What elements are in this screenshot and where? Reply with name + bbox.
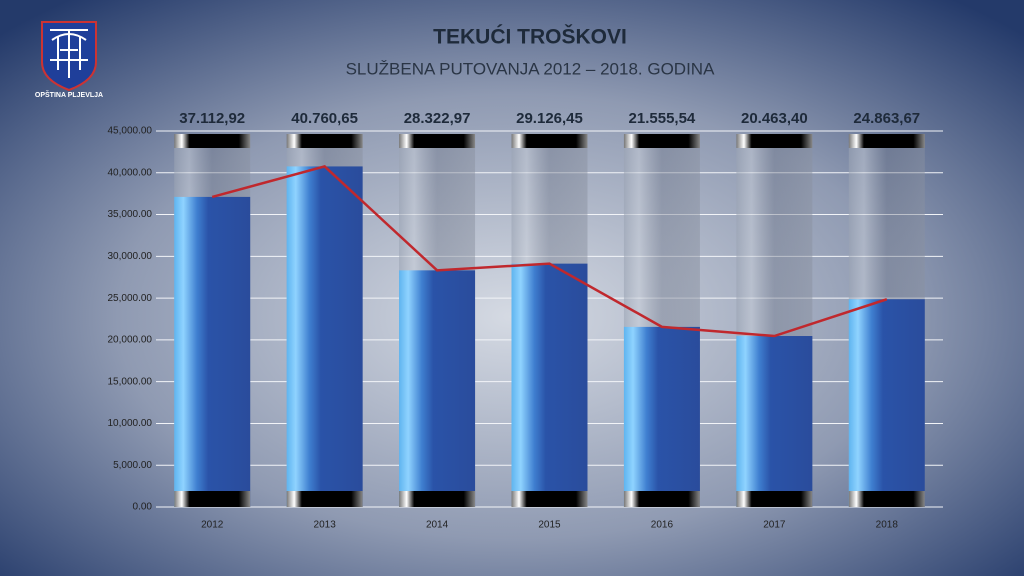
bar-cap-bottom [174,491,251,507]
value-label: 21.555,54 [629,110,696,127]
bar-cap-bottom [736,491,813,507]
bar-cap-top [623,134,700,148]
bar-cap-bottom [848,491,925,507]
bar [399,270,476,507]
bar-cap-top [736,134,813,148]
value-label: 28.322,97 [404,110,471,127]
value-label: 40.760,65 [291,110,358,127]
bar-cap-top [511,134,588,148]
y-tick-label: 20,000.00 [108,335,153,346]
x-tick-label: 2014 [426,520,449,531]
bar [736,336,813,507]
x-tick-label: 2016 [651,520,674,531]
chart-title: TEKUĆI TROŠKOVI [433,25,627,49]
value-label: 37.112,92 [179,110,245,127]
x-tick-label: 2017 [763,520,786,531]
value-label: 29.126,45 [516,110,583,127]
y-tick-label: 10,000.00 [108,418,153,429]
bar [623,326,700,507]
value-label: 20.463,40 [741,110,808,127]
bar-cap-bottom [623,491,700,507]
bar [511,263,588,507]
y-tick-label: 25,000.00 [108,293,153,304]
logo: OPŠTINA PLJEVLJA [35,21,103,99]
bar-cap-top [286,134,363,148]
logo-text: OPŠTINA PLJEVLJA [35,90,103,99]
y-tick-label: 30,000.00 [108,251,153,262]
y-tick-label: 15,000.00 [108,376,153,387]
bar [174,196,251,507]
bar [848,299,925,507]
y-tick-label: 0.00 [133,502,153,513]
bar-cap-top [174,134,251,148]
y-tick-label: 35,000.00 [108,209,153,220]
chart-subtitle: SLUŽBENA PUTOVANJA 2012 – 2018. GODINA [346,59,715,78]
bar-cap-top [399,134,476,148]
value-label: 24.863,67 [853,110,920,127]
bar [286,166,363,507]
y-tick-label: 45,000.00 [108,126,153,137]
x-tick-label: 2012 [201,520,224,531]
bar-cap-bottom [399,491,476,507]
x-tick-label: 2015 [538,520,561,531]
y-tick-label: 5,000.00 [113,460,152,471]
trend-line [211,165,888,338]
bar-cap-bottom [511,491,588,507]
bar-cap-top [848,134,925,148]
bar-cap-bottom [286,491,363,507]
x-tick-label: 2018 [876,520,899,531]
y-tick-label: 40,000.00 [108,167,153,178]
x-tick-label: 2013 [314,520,337,531]
